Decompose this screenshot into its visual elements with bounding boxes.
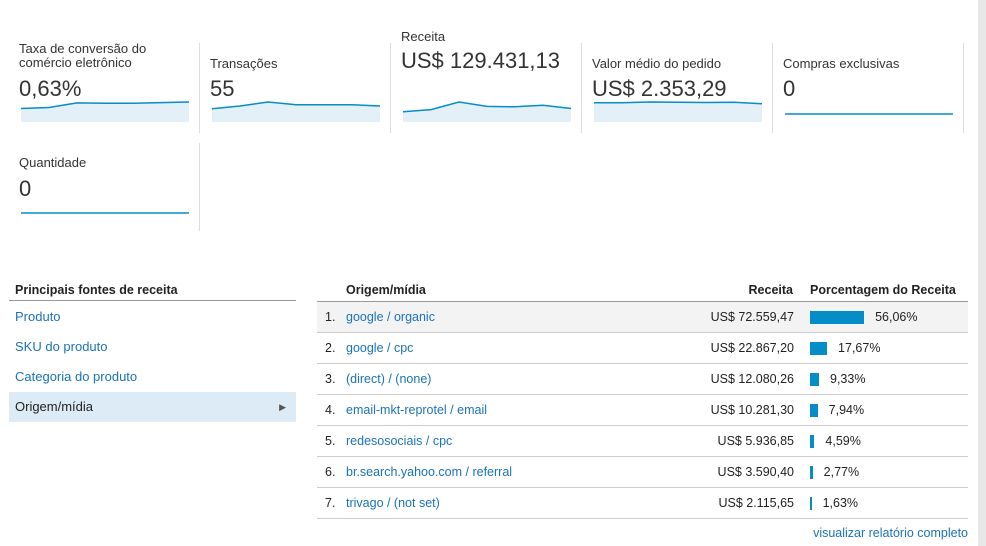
table-header: Receita: [748, 283, 793, 297]
metric-value: 0,63%: [19, 76, 82, 101]
table-row: [317, 302, 968, 333]
rank: 6.: [325, 465, 336, 479]
percent-label: 2,77%: [823, 465, 860, 479]
source-link[interactable]: email-mkt-reprotel / email: [346, 403, 488, 417]
percent-bar: [810, 342, 828, 355]
percent-bar: [810, 466, 813, 479]
rank: 2.: [325, 341, 336, 355]
sidebar-item[interactable]: Origem/mídia ▶: [9, 392, 296, 422]
percent-label: 7,94%: [828, 403, 865, 417]
metric-label: Quantidade: [19, 155, 87, 170]
percent-label: 4,59%: [825, 434, 861, 448]
sparkline-area: [594, 102, 762, 122]
sidebar-item[interactable]: Produto: [15, 309, 61, 324]
metric-value: 0: [783, 76, 796, 101]
sparkline-area: [212, 102, 380, 122]
table-header: Origem/mídia: [346, 283, 426, 297]
metric-value: 55: [210, 76, 235, 101]
table-row: [317, 488, 968, 519]
percent-label: 9,33%: [830, 372, 866, 386]
arrow: ▶: [279, 402, 286, 412]
scrollbar: [978, 0, 986, 546]
rank: 5.: [325, 434, 336, 448]
revenue: US$ 10.281,30: [710, 403, 794, 417]
table-row: [317, 426, 968, 457]
table-row: [317, 395, 968, 426]
percent-bar: [810, 373, 819, 386]
percent-bar: [810, 404, 818, 417]
sidebar-title: Principais fontes de receita: [15, 283, 178, 297]
revenue: US$ 12.080,26: [710, 372, 794, 386]
metric-value: US$ 129.431,13: [401, 48, 561, 73]
divider: [317, 301, 968, 302]
revenue: US$ 5.936,85: [717, 434, 794, 448]
sparkline: [20, 101, 190, 110]
percent-label: 1,63%: [822, 496, 859, 510]
rank: 7.: [325, 496, 336, 510]
source-link[interactable]: br.search.yahoo.com / referral: [346, 465, 513, 479]
revenue: US$ 72.559,47: [710, 310, 794, 324]
revenue: US$ 22.867,20: [710, 341, 794, 355]
sparkline: [211, 101, 381, 110]
sparkline: [402, 101, 572, 113]
rank: 3.: [325, 372, 336, 386]
sidebar-item[interactable]: SKU do produto: [15, 339, 108, 354]
separator: [199, 143, 200, 231]
metric-label: Compras exclusivas: [783, 56, 900, 71]
separator: [199, 43, 200, 133]
sparkline-area: [403, 102, 571, 122]
metric-label: Taxa de conversão do comércio eletrônico: [19, 41, 147, 70]
separator: [772, 43, 773, 133]
percent-bar: [810, 497, 812, 510]
percent-label: 17,67%: [838, 341, 881, 355]
report-link[interactable]: visualizar relatório completo: [813, 526, 968, 540]
revenue: US$ 2.115,65: [718, 496, 794, 510]
sidebar-item[interactable]: Categoria do produto: [15, 369, 138, 384]
sparkline: [594, 101, 763, 105]
percent-label: 56,06%: [875, 310, 918, 324]
source-link[interactable]: redesosociais / cpc: [346, 434, 453, 448]
table-row: [317, 364, 968, 395]
source-link[interactable]: google / organic: [346, 310, 435, 324]
source-link[interactable]: trivago / (not set): [346, 496, 440, 510]
rank: 1.: [325, 310, 336, 324]
divider: [9, 300, 296, 301]
metric-label: Valor médio do pedido: [592, 56, 722, 71]
source-link[interactable]: (direct) / (none): [346, 372, 432, 386]
revenue: US$ 3.590,40: [717, 465, 794, 479]
separator: [390, 43, 391, 133]
source-link[interactable]: google / cpc: [346, 341, 414, 355]
rank: 4.: [325, 403, 336, 417]
metric-label: Transações: [210, 56, 278, 71]
metric-label: Receita: [401, 29, 446, 44]
percent-bar: [810, 435, 815, 448]
sparkline-area: [21, 102, 189, 122]
metric-value: 0: [19, 176, 32, 201]
separator: [581, 43, 582, 133]
percent-bar: [810, 311, 865, 324]
table-row: [317, 333, 968, 364]
table-header: Porcentagem do Receita: [810, 283, 956, 297]
separator: [963, 43, 964, 133]
metric-value: US$ 2.353,29: [592, 76, 727, 101]
table-row: [317, 457, 968, 488]
